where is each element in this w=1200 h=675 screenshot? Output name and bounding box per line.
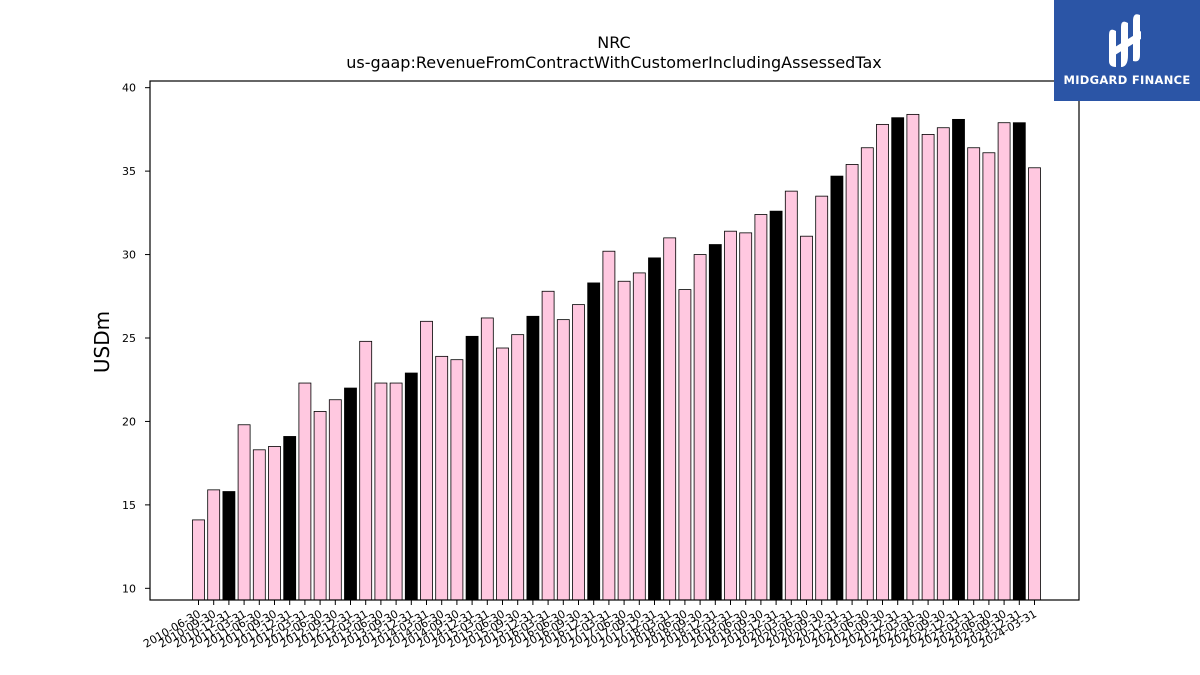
bar-2018-09-30 — [693, 254, 707, 601]
x-axis-ticks: 2010-06-302010-09-302010-12-312011-03-31… — [141, 600, 1039, 651]
bar-2015-03-31 — [480, 317, 494, 601]
bar-2020-03-31 — [784, 190, 798, 601]
bar-2013-09-30 — [389, 382, 403, 601]
bar-2011-12-31 — [283, 436, 297, 601]
bar-2016-09-30 — [572, 304, 585, 601]
brand-name: MIDGARD FINANCE — [1063, 73, 1191, 87]
bar-2016-06-30 — [556, 319, 570, 601]
bar-2011-06-30 — [252, 449, 266, 601]
bar-2013-12-31 — [404, 372, 418, 601]
y-axis-label: USDm — [90, 311, 114, 373]
midgard-logo-icon — [1109, 14, 1141, 68]
bar-2021-12-31 — [891, 117, 905, 601]
bar-2023-06-30 — [982, 152, 996, 601]
y-axis-ticks: 10 15 20 25 30 35 40 — [122, 82, 150, 595]
bar-2019-09-30 — [754, 214, 768, 601]
bar-2024-03-31 — [1028, 167, 1041, 601]
bar-2016-12-31 — [587, 282, 601, 601]
bar-2015-09-30 — [511, 334, 525, 601]
bar-2021-09-30 — [876, 123, 889, 601]
bar-2019-03-31 — [724, 230, 737, 601]
bar-2014-06-30 — [435, 355, 449, 601]
bar-2018-06-30 — [678, 289, 692, 601]
y-tick-label: 25 — [122, 332, 136, 345]
plot-frame — [149, 80, 1080, 601]
bar-2010-06-30 — [192, 519, 205, 601]
bar-2017-03-31 — [602, 250, 616, 601]
bar-2022-09-30 — [936, 127, 950, 601]
bar-2011-03-31 — [237, 424, 251, 601]
bar-2018-12-31 — [708, 244, 722, 601]
bar-2014-09-30 — [450, 359, 464, 601]
bar-2020-12-31 — [830, 175, 844, 601]
bar-2012-06-30 — [313, 411, 327, 601]
y-tick-label: 15 — [122, 499, 136, 512]
y-tick-label: 10 — [122, 582, 136, 595]
y-tick-label: 35 — [122, 165, 136, 178]
bar-2011-09-30 — [268, 446, 281, 601]
bar-2022-12-31 — [952, 118, 965, 601]
bar-2013-03-31 — [359, 340, 373, 601]
chart-title: NRC — [597, 33, 630, 52]
bar-2022-03-31 — [906, 113, 920, 601]
bar-2023-03-31 — [967, 147, 981, 601]
y-tick-label: 40 — [122, 82, 136, 95]
bar-2013-06-30 — [374, 382, 388, 601]
bar-2020-06-30 — [800, 235, 813, 601]
bar-2010-12-31 — [222, 491, 236, 601]
bar-2021-03-31 — [845, 164, 859, 601]
bar-2020-09-30 — [815, 195, 829, 601]
bar-2015-12-31 — [526, 315, 540, 601]
bar-2012-03-31 — [298, 382, 312, 601]
bar-2023-12-31 — [1012, 122, 1026, 601]
bar-2017-09-30 — [632, 272, 646, 601]
bar-2014-12-31 — [465, 335, 479, 601]
bar-2018-03-31 — [663, 237, 677, 601]
brand-logo: MIDGARD FINANCE — [1054, 0, 1200, 101]
bar-2023-09-30 — [997, 122, 1011, 601]
bar-2017-12-31 — [648, 257, 661, 601]
chart-subtitle: us-gaap:RevenueFromContractWithCustomerI… — [346, 53, 881, 72]
bar-2012-12-31 — [344, 387, 357, 601]
bar-2019-12-31 — [769, 210, 783, 601]
bar-2010-09-30 — [207, 489, 221, 601]
y-tick-label: 20 — [122, 415, 136, 428]
bar-2015-06-30 — [496, 347, 509, 601]
y-tick-label: 30 — [122, 249, 136, 262]
bar-2016-03-31 — [541, 290, 555, 601]
bar-2012-09-30 — [328, 399, 342, 601]
bar-2021-06-30 — [860, 147, 874, 601]
bar-2019-06-30 — [739, 232, 753, 601]
bar-2017-06-30 — [617, 280, 631, 601]
bar-2022-06-30 — [921, 133, 935, 601]
bar-2014-03-31 — [420, 320, 433, 601]
bars-group — [192, 113, 1041, 601]
